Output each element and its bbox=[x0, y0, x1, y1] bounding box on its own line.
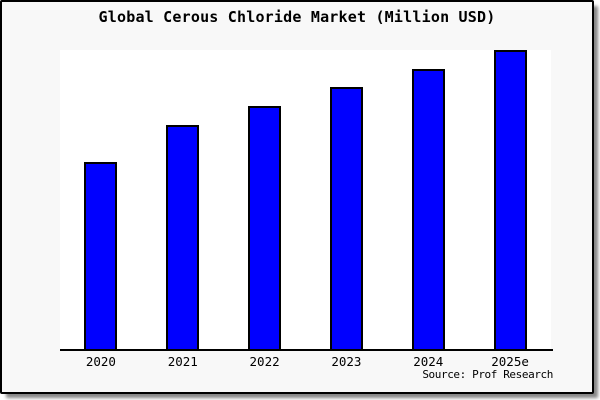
chart-card: Global Cerous Chloride Market (Million U… bbox=[0, 0, 594, 394]
bar-2021 bbox=[166, 125, 199, 349]
x-tick-label-2024: 2024 bbox=[413, 354, 444, 369]
x-tick-label-2022: 2022 bbox=[249, 354, 280, 369]
bar-2023 bbox=[330, 87, 363, 349]
x-axis-line bbox=[60, 349, 553, 351]
x-tick-label-2023: 2023 bbox=[331, 354, 362, 369]
source-note: Source: Prof Research bbox=[422, 368, 553, 381]
x-tick-label-2020: 2020 bbox=[85, 354, 116, 369]
plot-area bbox=[60, 50, 551, 349]
bar-2022 bbox=[248, 106, 281, 349]
x-tick-label-2025e: 2025e bbox=[491, 354, 529, 369]
chart-title: Global Cerous Chloride Market (Million U… bbox=[98, 8, 496, 26]
bar-2020 bbox=[84, 162, 117, 349]
x-tick-label-2021: 2021 bbox=[167, 354, 198, 369]
bar-2025e bbox=[494, 50, 527, 349]
chart-canvas: Global Cerous Chloride Market (Million U… bbox=[2, 2, 592, 392]
bar-2024 bbox=[412, 69, 445, 349]
